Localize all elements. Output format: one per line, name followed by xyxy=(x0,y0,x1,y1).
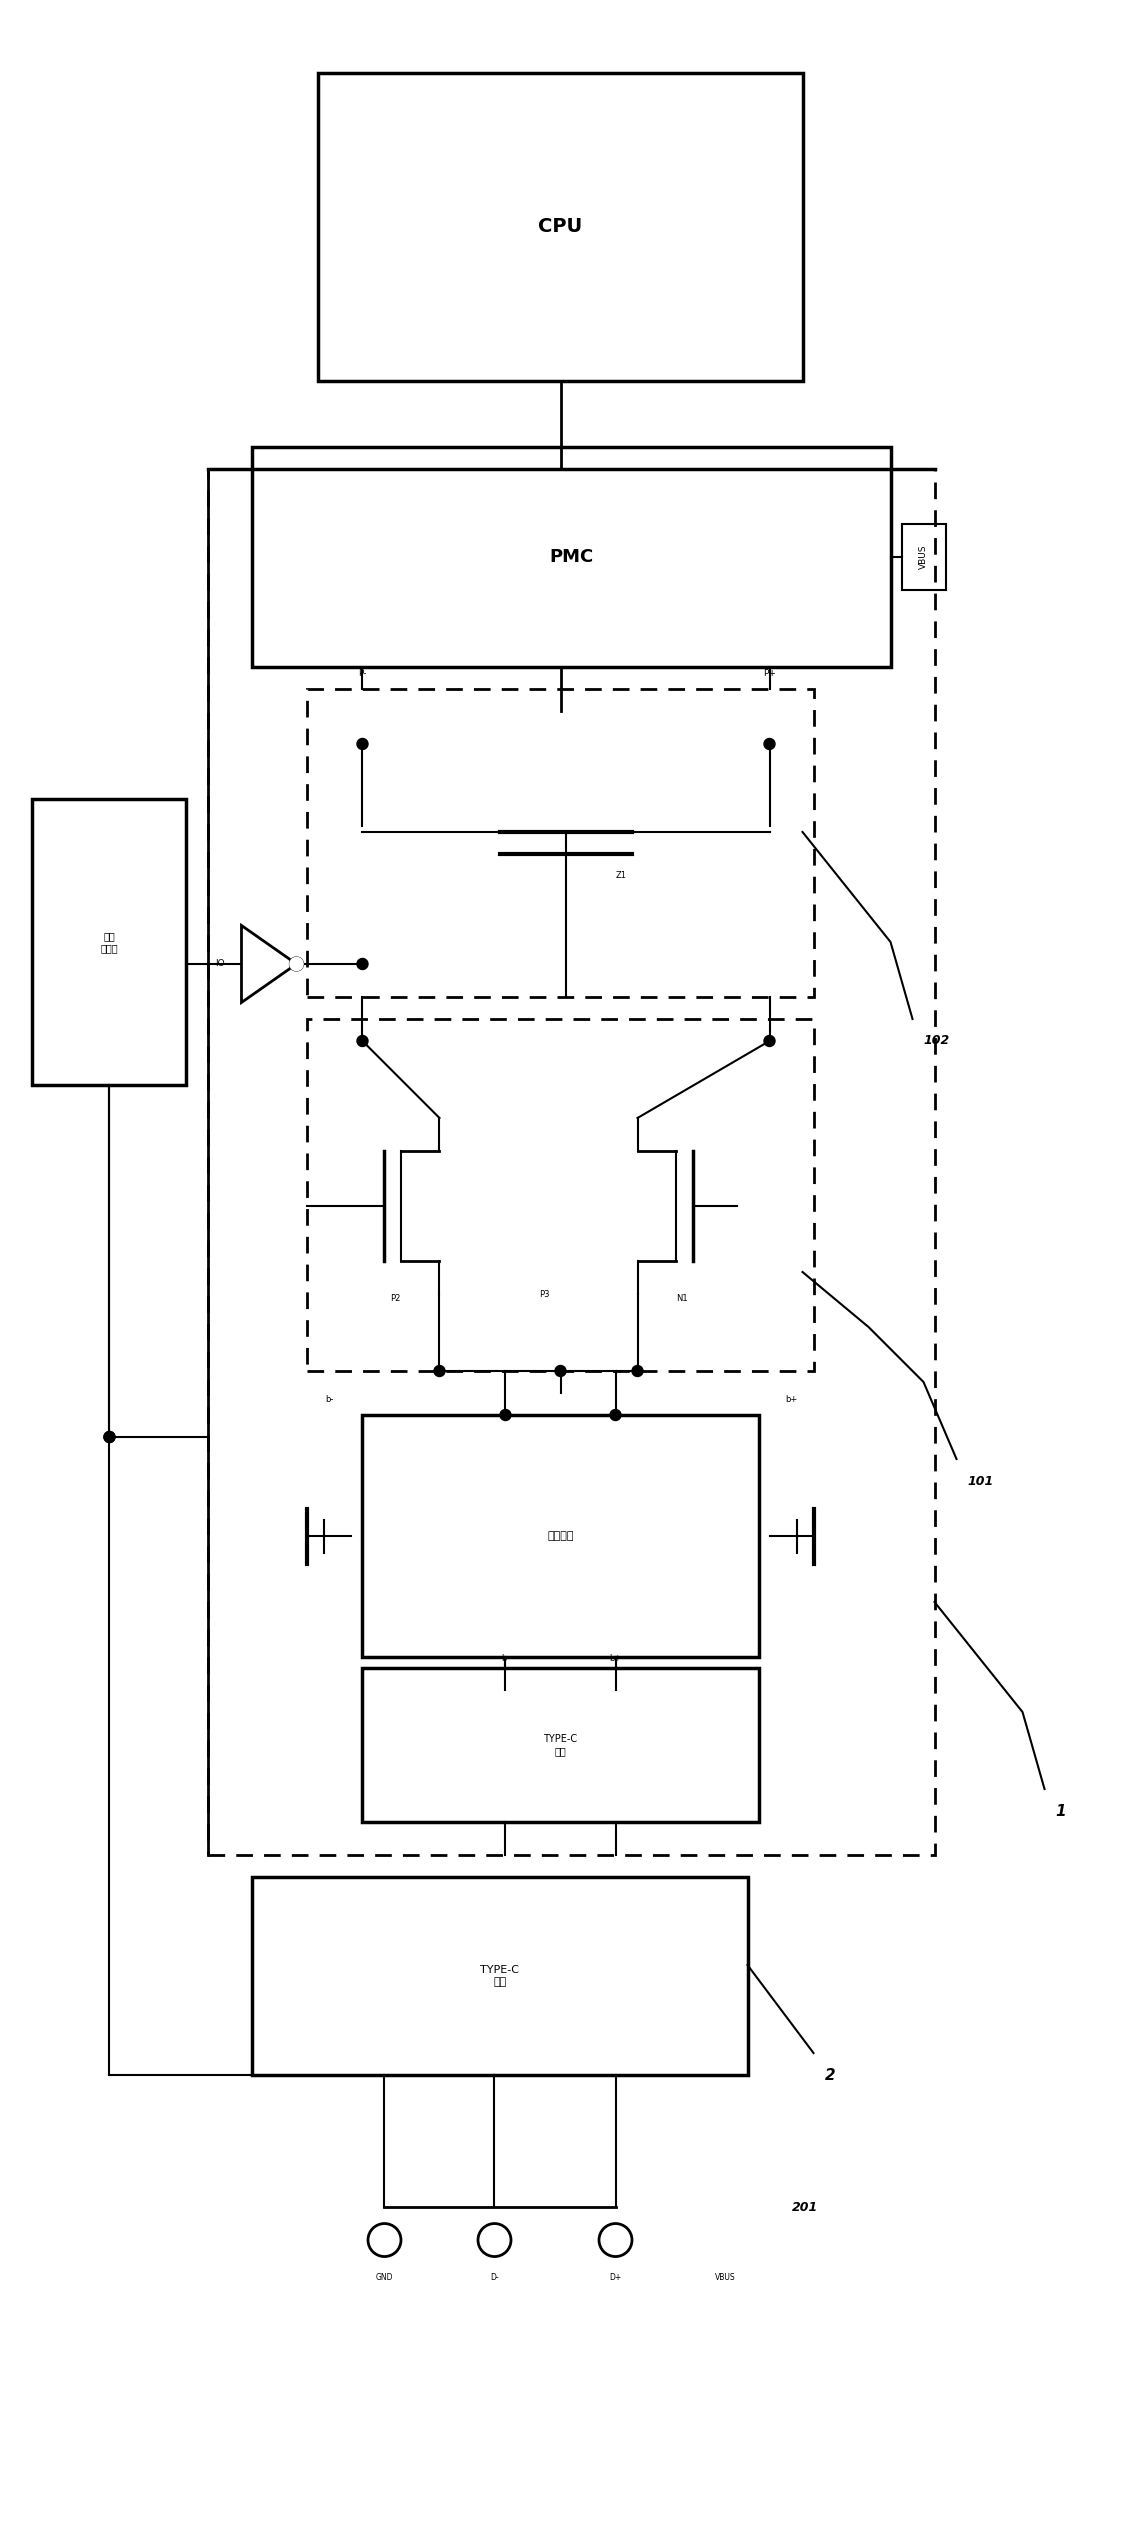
Text: b-: b- xyxy=(501,1654,510,1664)
Text: 充电
控制器: 充电 控制器 xyxy=(101,931,119,954)
Circle shape xyxy=(632,1366,643,1376)
Bar xyxy=(307,1020,814,1371)
Text: D+: D+ xyxy=(610,2272,622,2282)
Text: TYPE-C
公端: TYPE-C 公端 xyxy=(481,1964,519,1987)
Text: VBUS: VBUS xyxy=(714,2272,735,2282)
Text: 201: 201 xyxy=(791,2201,817,2213)
Circle shape xyxy=(555,1366,566,1376)
Circle shape xyxy=(104,1432,115,1442)
Text: b-: b- xyxy=(325,1394,334,1404)
Bar xyxy=(252,1877,748,2076)
Text: P3: P3 xyxy=(539,1290,549,1297)
Circle shape xyxy=(356,959,368,969)
Bar xyxy=(252,448,890,667)
Text: P2: P2 xyxy=(390,1295,400,1303)
Bar xyxy=(209,468,935,1855)
Text: D-: D- xyxy=(490,2272,499,2282)
Text: 102: 102 xyxy=(924,1035,949,1048)
Text: P+: P+ xyxy=(763,669,776,677)
Circle shape xyxy=(478,2223,511,2257)
Polygon shape xyxy=(241,926,296,1002)
Circle shape xyxy=(434,1366,445,1376)
Text: IO: IO xyxy=(215,959,224,969)
Text: CPU: CPU xyxy=(538,216,583,237)
Circle shape xyxy=(356,1035,368,1046)
Circle shape xyxy=(104,1432,115,1442)
Circle shape xyxy=(368,2223,401,2257)
Text: 2: 2 xyxy=(825,2068,835,2084)
Text: GND: GND xyxy=(376,2272,393,2282)
Text: 101: 101 xyxy=(967,1476,994,1488)
Bar xyxy=(307,689,814,997)
Bar xyxy=(318,74,803,382)
Text: Z1: Z1 xyxy=(615,873,627,880)
Text: PMC: PMC xyxy=(549,547,594,565)
Text: 充放电路: 充放电路 xyxy=(547,1531,574,1542)
Text: 1: 1 xyxy=(1056,1804,1066,1819)
Circle shape xyxy=(500,1409,511,1420)
Circle shape xyxy=(356,738,368,750)
Bar xyxy=(362,1414,759,1656)
Circle shape xyxy=(765,1035,775,1046)
Circle shape xyxy=(599,2223,632,2257)
Circle shape xyxy=(290,957,303,972)
Circle shape xyxy=(765,738,775,750)
Bar xyxy=(362,1669,759,1822)
Circle shape xyxy=(610,1409,621,1420)
Text: b+: b+ xyxy=(786,1394,798,1404)
Text: VBUS: VBUS xyxy=(919,544,928,570)
Text: P-: P- xyxy=(359,669,367,677)
Text: N1: N1 xyxy=(676,1295,687,1303)
Circle shape xyxy=(290,957,303,972)
Text: b+: b+ xyxy=(610,1654,622,1664)
Bar xyxy=(33,799,186,1084)
Text: TYPE-C
检测: TYPE-C 检测 xyxy=(544,1735,577,1755)
